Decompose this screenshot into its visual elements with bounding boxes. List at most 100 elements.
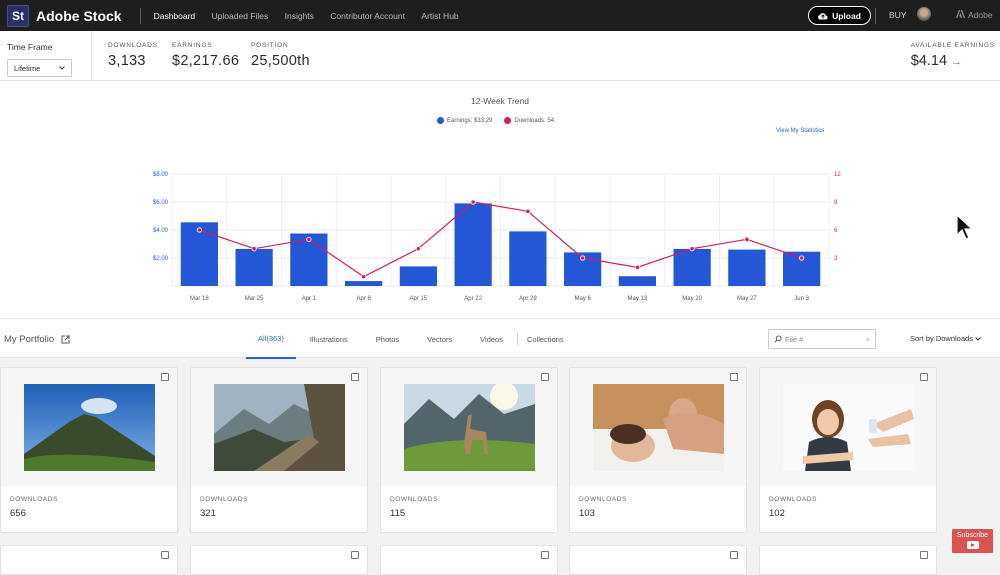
legend-earnings-dot <box>437 117 444 124</box>
x-tick-label: Apr 1 <box>302 296 317 302</box>
downloads-point <box>799 255 805 261</box>
portfolio-card[interactable]: DOWNLOADS 656 <box>0 367 178 533</box>
position-stat: POSITION 25,500th <box>251 42 310 69</box>
select-checkbox[interactable] <box>541 551 549 559</box>
portfolio-card[interactable] <box>190 545 368 575</box>
card-thumb-area <box>570 368 746 486</box>
external-link-icon[interactable] <box>61 335 70 344</box>
card-downloads-value: 115 <box>390 508 406 519</box>
subscribe-button[interactable]: Subscribe <box>952 529 993 553</box>
nav-divider <box>875 8 876 24</box>
available-earnings-value-row: $4.14 → <box>911 53 995 69</box>
card-thumb-area <box>760 368 936 486</box>
downloads-line <box>199 201 802 278</box>
sort-dropdown[interactable]: Sort by Downloads <box>910 334 981 343</box>
child-refusing-pills-image[interactable] <box>783 384 914 471</box>
arrow-right-icon[interactable]: → <box>951 56 963 68</box>
llama-image[interactable] <box>404 384 535 471</box>
avatar[interactable] <box>917 7 931 21</box>
legend-downloads-dot <box>504 117 512 124</box>
timeframe-select[interactable]: Lifetime <box>7 59 72 77</box>
portfolio-card[interactable] <box>569 545 747 575</box>
portfolio-card[interactable]: DOWNLOADS 102 <box>759 367 937 533</box>
downloads-point <box>525 208 531 214</box>
downloads-point <box>470 199 476 205</box>
select-checkbox[interactable] <box>920 551 928 559</box>
portfolio-tabs: All(363) Illustrations Photos Vectors Vi… <box>246 319 573 359</box>
downloads-point <box>251 246 257 252</box>
available-earnings[interactable]: AVAILABLE EARNINGS $4.14 → <box>911 42 995 69</box>
earnings-bar <box>673 248 711 286</box>
tab-vectors[interactable]: Vectors <box>427 334 453 344</box>
earnings-bar <box>399 266 437 286</box>
portfolio-card[interactable] <box>0 545 178 575</box>
tab-illustrations[interactable]: Illustrations <box>309 334 348 344</box>
select-checkbox[interactable] <box>161 551 169 559</box>
x-tick-label: May 20 <box>682 296 702 302</box>
card-downloads-label: DOWNLOADS <box>769 496 818 503</box>
earnings-bar <box>454 203 492 286</box>
chart-panel: 12-Week Trend Earnings: $33.29 Downloads… <box>0 81 1000 318</box>
available-earnings-value: $4.14 <box>910 53 948 69</box>
legend-downloads[interactable]: Downloads: 54 <box>504 117 554 124</box>
clear-icon[interactable]: × <box>865 334 870 344</box>
main-nav: Dashboard Uploaded Files Insights Contri… <box>147 11 466 21</box>
portfolio-title-row: My Portfolio <box>4 334 70 345</box>
downloads-point <box>689 246 695 252</box>
x-tick-label: Jun 3 <box>794 296 809 302</box>
tab-photos[interactable]: Photos <box>375 334 400 344</box>
view-my-statistics-link[interactable]: View My Statistics <box>776 128 825 134</box>
legend-earnings[interactable]: Earnings: $33.29 <box>437 117 492 124</box>
sort-label: Sort by Downloads <box>910 334 973 343</box>
mountain-trail-image[interactable] <box>214 384 345 471</box>
card-downloads-value: 321 <box>200 508 216 519</box>
select-checkbox[interactable] <box>730 373 738 381</box>
nav-contributor-account[interactable]: Contributor Account <box>330 10 405 21</box>
couple-in-bed-image[interactable] <box>593 384 724 471</box>
x-tick-label: May 13 <box>628 296 648 302</box>
downloads-point <box>306 236 312 242</box>
x-tick-label: Apr 8 <box>356 296 371 302</box>
brand-name[interactable]: Adobe Stock <box>36 7 122 24</box>
nav-artist-hub[interactable]: Artist Hub <box>421 10 459 21</box>
legend-downloads-label: Downloads: 54 <box>514 118 555 125</box>
child-refusing-pills-thumbnail <box>783 384 914 471</box>
earnings-bar <box>728 249 766 286</box>
file-search-input[interactable]: File # × <box>768 329 876 349</box>
nav-insights[interactable]: Insights <box>284 10 314 21</box>
volcano-image[interactable] <box>24 384 155 471</box>
tab-all[interactable]: All(363) <box>246 319 296 359</box>
nav-dashboard[interactable]: Dashboard <box>153 10 196 21</box>
earnings-bar <box>345 281 383 286</box>
portfolio-card[interactable] <box>380 545 558 575</box>
upload-button[interactable]: Upload <box>808 6 871 25</box>
timeframe-value: Lifetime <box>14 63 41 73</box>
trend-chart: $2.00 $4.00 $6.00 $8.00 3 6 9 12 Mar 18 Mar 25 Apr… <box>153 172 841 302</box>
portfolio-card[interactable] <box>759 545 937 575</box>
select-checkbox[interactable] <box>541 373 549 381</box>
chevron-down-icon <box>59 66 65 70</box>
adobe-link[interactable]: Adobe <box>956 10 993 20</box>
nav-uploaded-files[interactable]: Uploaded Files <box>211 10 269 21</box>
position-value: 25,500th <box>251 53 310 69</box>
select-checkbox[interactable] <box>351 373 359 381</box>
y-right-tick-label: 6 <box>834 228 838 234</box>
earnings-bar <box>618 276 656 286</box>
tab-videos[interactable]: Videos <box>480 334 503 344</box>
select-checkbox[interactable] <box>920 373 928 381</box>
select-checkbox[interactable] <box>351 551 359 559</box>
adobe-stock-logo[interactable]: St <box>7 4 29 27</box>
tab-collections[interactable]: Collections <box>526 334 564 344</box>
select-checkbox[interactable] <box>161 373 169 381</box>
portfolio-card[interactable]: DOWNLOADS 115 <box>380 367 558 533</box>
x-tick-label: Mar 18 <box>190 296 209 302</box>
portfolio-card[interactable]: DOWNLOADS 103 <box>569 367 747 533</box>
select-checkbox[interactable] <box>730 551 738 559</box>
x-tick-label: Apr 29 <box>519 296 537 302</box>
portfolio-card[interactable]: DOWNLOADS 321 <box>190 367 368 533</box>
buy-link[interactable]: BUY <box>889 10 907 20</box>
earnings-stat: EARNINGS $2,217.66 <box>172 42 239 69</box>
adobe-logo-icon <box>956 10 965 18</box>
upload-label: Upload <box>832 10 861 21</box>
card-downloads-label: DOWNLOADS <box>579 496 628 503</box>
